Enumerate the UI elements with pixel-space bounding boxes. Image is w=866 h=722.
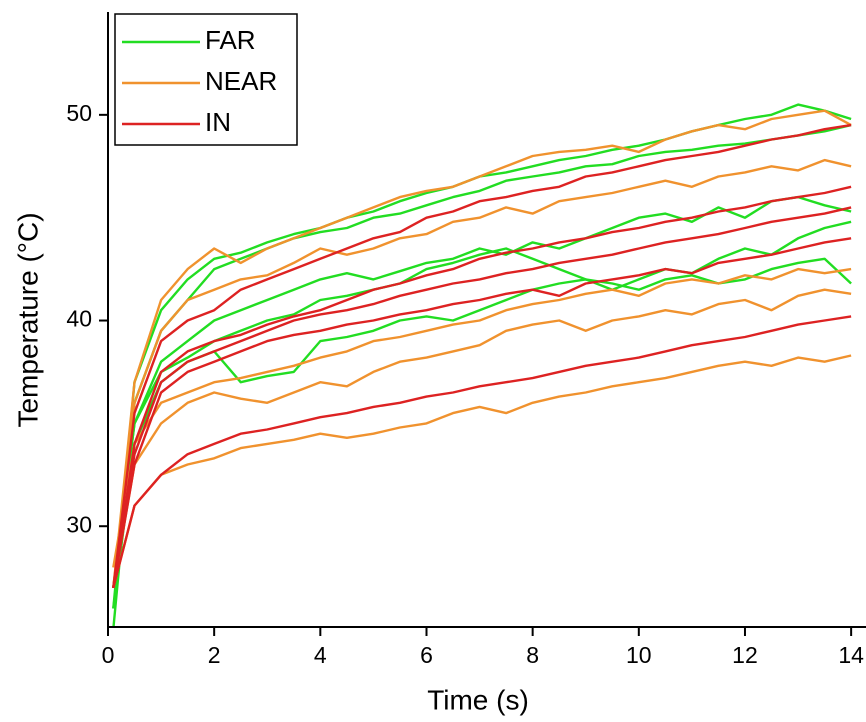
data-line — [112, 123, 852, 627]
x-tick-label: 8 — [526, 642, 539, 668]
data-line — [112, 354, 852, 589]
data-line — [112, 206, 852, 589]
x-tick-label: 14 — [838, 642, 864, 668]
data-line — [112, 103, 852, 609]
y-tick-label: 30 — [66, 511, 92, 537]
data-line — [112, 315, 852, 589]
data-line — [112, 123, 852, 589]
x-tick-label: 4 — [314, 642, 327, 668]
plot-lines — [112, 103, 852, 627]
data-line — [112, 237, 852, 589]
data-line — [112, 267, 852, 568]
y-tick-label: 40 — [66, 306, 92, 332]
data-line — [112, 109, 852, 589]
x-axis-title: Time (s) — [427, 684, 529, 715]
y-axis-title: Temperature (°C) — [12, 212, 43, 427]
x-tick-label: 10 — [626, 642, 652, 668]
y-tick-label: 50 — [66, 100, 92, 126]
data-line — [112, 158, 852, 589]
legend-label: NEAR — [205, 66, 277, 96]
x-tick-label: 12 — [732, 642, 758, 668]
x-tick-label: 2 — [208, 642, 221, 668]
data-line — [112, 247, 852, 589]
data-line — [112, 185, 852, 589]
x-tick-label: 6 — [420, 642, 433, 668]
legend-label: IN — [205, 107, 231, 137]
legend-label: FAR — [205, 25, 256, 55]
data-line — [112, 220, 852, 609]
x-tick-label: 0 — [102, 642, 115, 668]
data-line — [112, 288, 852, 589]
